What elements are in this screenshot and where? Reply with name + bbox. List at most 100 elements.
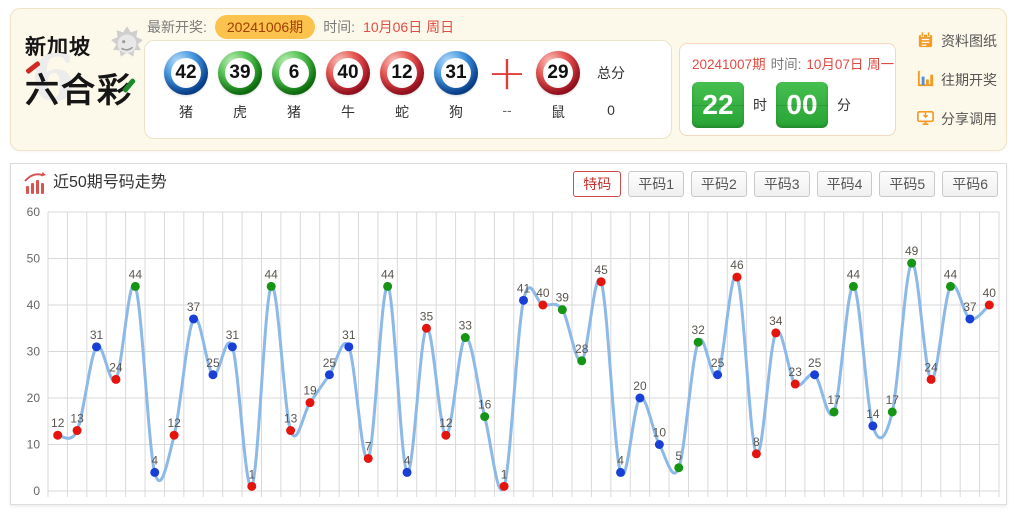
- data-point-label: 45: [594, 263, 608, 277]
- data-point-label: 25: [711, 356, 725, 370]
- tab-normal-4[interactable]: 平码4: [816, 171, 873, 197]
- lottery-ball-special: 29: [536, 51, 580, 95]
- data-point[interactable]: [887, 407, 897, 417]
- tab-normal-1[interactable]: 平码1: [628, 171, 685, 197]
- data-point[interactable]: [790, 379, 800, 389]
- tab-normal-6[interactable]: 平码6: [942, 171, 998, 197]
- lottery-ball: 39: [218, 51, 262, 95]
- tab-special-number[interactable]: 特码: [573, 171, 622, 197]
- data-point[interactable]: [907, 258, 917, 268]
- data-point[interactable]: [868, 421, 878, 431]
- tab-normal-2[interactable]: 平码2: [691, 171, 747, 197]
- site-logo: 6 新加坡 六合彩: [25, 26, 143, 131]
- tab-normal-5[interactable]: 平码5: [879, 171, 936, 197]
- data-point[interactable]: [286, 426, 296, 436]
- menu-item-past-draws[interactable]: 往期开奖: [916, 69, 1006, 91]
- data-point[interactable]: [810, 370, 820, 380]
- data-point[interactable]: [984, 300, 994, 310]
- data-point-label: 25: [808, 356, 822, 370]
- menu-item-materials[interactable]: 资料图纸: [916, 30, 1006, 52]
- ball-zodiac: 牛: [341, 104, 355, 120]
- data-point-label: 4: [617, 453, 624, 467]
- data-point[interactable]: [848, 281, 858, 291]
- data-point[interactable]: [945, 281, 955, 291]
- data-point[interactable]: [480, 412, 490, 422]
- data-point-label: 20: [633, 379, 647, 393]
- trend-chart-icon: [23, 172, 47, 199]
- data-point[interactable]: [596, 277, 606, 287]
- result-ball-cell: 12 蛇: [375, 51, 429, 122]
- data-point-label: 12: [167, 416, 181, 430]
- tab-normal-3[interactable]: 平码3: [753, 171, 810, 197]
- total-score-value: 0: [607, 102, 615, 118]
- y-axis-tick-label: 10: [27, 438, 41, 452]
- data-point[interactable]: [616, 467, 626, 477]
- data-point[interactable]: [72, 426, 82, 436]
- next-issue-label: 20241007期: [692, 57, 766, 72]
- data-point[interactable]: [150, 467, 160, 477]
- data-point[interactable]: [538, 300, 548, 310]
- data-point[interactable]: [402, 467, 412, 477]
- data-point[interactable]: [344, 342, 354, 352]
- data-point-label: 28: [575, 342, 589, 356]
- data-point[interactable]: [713, 370, 723, 380]
- result-ball-cell: 6 猪: [267, 51, 321, 122]
- data-point[interactable]: [421, 323, 431, 333]
- lottery-ball: 42: [164, 51, 208, 95]
- data-point[interactable]: [693, 337, 703, 347]
- data-point[interactable]: [92, 342, 102, 352]
- ball-number: 6: [279, 58, 309, 88]
- trend-chart-plot: 0 10 20 30 40 50 60 12 13 31 24 44 4 12 37 25 31 1 44 13 19 2…: [11, 201, 1008, 506]
- trend-chart-panel: 近50期号码走势 特码 平码1 平码2 平码3 平码4 平码5 平码6 0 10 2…: [10, 163, 1007, 505]
- data-point[interactable]: [654, 440, 664, 449]
- latest-time-value: 10月06日 周日: [363, 19, 455, 35]
- result-ball-cell: 39 虎: [213, 51, 267, 122]
- data-point-label: 24: [924, 360, 938, 374]
- ball-zodiac: 狗: [449, 104, 463, 120]
- data-point[interactable]: [247, 481, 257, 491]
- data-point[interactable]: [111, 374, 121, 384]
- data-point-label: 46: [730, 258, 744, 272]
- data-point-label: 34: [769, 314, 783, 328]
- countdown-minute-tile: 00: [776, 82, 828, 128]
- data-point[interactable]: [635, 393, 645, 403]
- data-point[interactable]: [266, 281, 276, 291]
- data-point-label: 40: [536, 286, 550, 300]
- data-point[interactable]: [383, 281, 393, 291]
- chart-title: 近50期号码走势: [53, 174, 167, 191]
- data-point[interactable]: [771, 328, 781, 338]
- header-panel: 6 新加坡 六合彩 最新开奖: 20241006期 时间: 10月06日 周日 …: [10, 8, 1007, 151]
- data-point-label: 10: [653, 426, 667, 440]
- data-point[interactable]: [305, 398, 315, 408]
- data-point[interactable]: [189, 314, 199, 324]
- menu-item-share[interactable]: 分享调用: [916, 108, 1006, 130]
- data-point[interactable]: [499, 481, 509, 491]
- data-point[interactable]: [926, 374, 936, 384]
- data-point[interactable]: [130, 281, 140, 291]
- data-point[interactable]: [732, 272, 742, 282]
- data-point[interactable]: [829, 407, 839, 417]
- data-point-label: 44: [847, 267, 861, 281]
- data-point[interactable]: [460, 333, 470, 343]
- data-point[interactable]: [441, 430, 451, 440]
- y-axis-tick-label: 40: [27, 298, 41, 312]
- menu-item-label: 往期开奖: [941, 72, 997, 88]
- y-axis-tick-label: 30: [27, 345, 41, 359]
- data-point[interactable]: [577, 356, 587, 366]
- data-point[interactable]: [227, 342, 237, 352]
- data-point[interactable]: [53, 430, 63, 440]
- data-point[interactable]: [324, 370, 334, 380]
- data-point[interactable]: [965, 314, 975, 324]
- data-point-label: 17: [886, 393, 900, 407]
- header-menu: 资料图纸 往期开奖 分享调用: [916, 30, 1006, 130]
- data-point[interactable]: [674, 463, 684, 473]
- data-point[interactable]: [169, 430, 179, 440]
- data-point[interactable]: [208, 370, 218, 380]
- data-point[interactable]: [557, 305, 567, 315]
- data-point[interactable]: [519, 295, 528, 305]
- lottery-ball: 31: [434, 51, 478, 95]
- data-point[interactable]: [363, 453, 373, 463]
- ball-zodiac: 蛇: [395, 104, 409, 120]
- data-point-label: 23: [789, 365, 803, 379]
- data-point[interactable]: [751, 449, 761, 459]
